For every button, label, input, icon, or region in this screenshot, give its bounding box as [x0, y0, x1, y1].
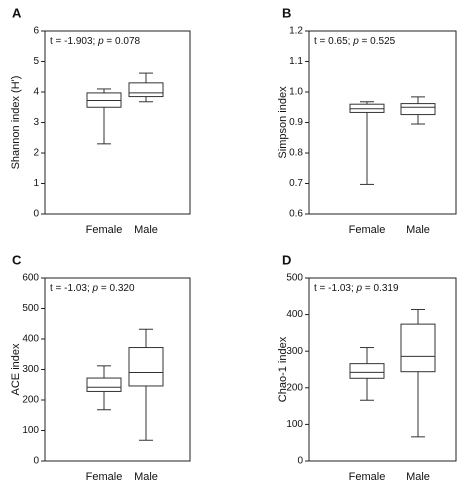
plot-frame	[308, 277, 457, 462]
y-tick-label: 1.1	[289, 56, 303, 67]
iqr-box	[349, 363, 385, 379]
box-male	[128, 328, 164, 441]
y-tick-label: 1.0	[289, 87, 303, 98]
stat-annotation: t = 0.65; p = 0.525	[314, 36, 396, 47]
y-tick-label: 100	[286, 419, 303, 430]
y-tick-label: 0.8	[289, 148, 303, 159]
x-category-label: Female	[349, 224, 386, 236]
stat-annotation: t = -1.03; p = 0.319	[314, 283, 399, 294]
panel-c: C 0 100 200 300 400 500 600 ACE index t = -1.03; …	[10, 252, 191, 483]
y-tick-label: 2	[33, 148, 39, 159]
plot-frame	[44, 277, 191, 462]
x-category-label: Male	[406, 224, 430, 236]
y-tick-label: 0.7	[289, 178, 303, 189]
box-female	[349, 101, 385, 185]
box-female	[349, 347, 385, 401]
x-category-label: Male	[406, 471, 430, 483]
x-category-label: Male	[134, 471, 158, 483]
x-category-label: Female	[86, 224, 123, 236]
box-male	[400, 308, 436, 438]
panel-letter: B	[282, 5, 291, 20]
x-category-label: Male	[134, 224, 158, 236]
y-tick-label: 1	[33, 178, 39, 189]
y-tick-label: 1.2	[289, 26, 303, 37]
x-category-label: Female	[349, 471, 386, 483]
box-female	[86, 365, 122, 411]
y-axis-label: ACE index	[10, 343, 22, 395]
stat-annotation: t = -1.903; p = 0.078	[50, 36, 141, 47]
y-tick-label: 400	[286, 309, 303, 320]
y-tick-label: 200	[286, 382, 303, 393]
y-tick-label: 0.6	[289, 209, 303, 220]
y-tick-label: 6	[33, 26, 39, 37]
y-tick-label: 100	[22, 425, 39, 436]
y-axis-label: Chao-1 index	[277, 336, 289, 402]
y-tick-label: 0	[33, 456, 39, 467]
iqr-box	[128, 347, 164, 387]
iqr-box	[400, 103, 436, 116]
x-category-label: Female	[86, 471, 123, 483]
panel-letter: A	[12, 5, 22, 20]
panel-letter: C	[12, 252, 22, 267]
y-tick-label: 300	[22, 364, 39, 375]
stat-annotation: t = -1.03; p = 0.320	[50, 283, 135, 294]
panel-letter: D	[282, 252, 291, 267]
plot-frame	[44, 30, 191, 215]
box-male	[128, 72, 164, 103]
y-tick-label: 400	[22, 334, 39, 345]
y-tick-label: 4	[33, 87, 39, 98]
y-tick-label: 300	[286, 346, 303, 357]
box-female	[86, 88, 122, 145]
iqr-box	[86, 377, 122, 392]
panel-b: B 0.6 0.7 0.8 0.9 1.0 1.1 1.2 Simpson index t = 0…	[277, 5, 457, 236]
y-tick-label: 3	[33, 117, 39, 128]
y-tick-label: 5	[33, 56, 39, 67]
y-tick-label: 0	[33, 209, 39, 220]
panel-d: D 0 100 200 300 400 500 Chao-1 index t = -1.03; …	[277, 252, 457, 483]
iqr-box	[400, 323, 436, 373]
y-tick-label: 0.9	[289, 117, 303, 128]
box-male	[400, 96, 436, 125]
plot-frame	[308, 30, 457, 215]
y-tick-label: 500	[22, 303, 39, 314]
y-axis-label: Shannon index (H')	[10, 76, 22, 170]
y-axis-label: Simpson index	[277, 86, 289, 159]
y-tick-label: 500	[286, 273, 303, 284]
iqr-box	[128, 82, 164, 98]
panel-a: A 0 1 2 3 4 5 6 Shannon index (H') t = -1.903; p …	[10, 5, 191, 236]
y-tick-label: 0	[297, 456, 303, 467]
y-tick-label: 600	[22, 273, 39, 284]
y-tick-label: 200	[22, 395, 39, 406]
